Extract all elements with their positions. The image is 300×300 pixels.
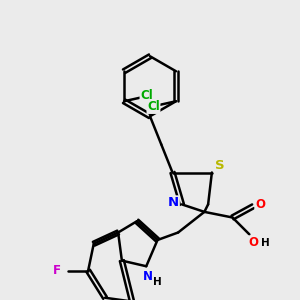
Text: O: O — [255, 198, 265, 211]
Text: N: N — [168, 196, 179, 209]
Text: Cl: Cl — [140, 89, 153, 102]
Text: S: S — [215, 159, 225, 172]
Text: H: H — [153, 277, 162, 287]
Text: N: N — [143, 270, 153, 283]
Text: F: F — [53, 264, 61, 277]
Text: Cl: Cl — [147, 100, 160, 113]
Text: O: O — [248, 236, 258, 249]
Text: H: H — [261, 238, 269, 248]
